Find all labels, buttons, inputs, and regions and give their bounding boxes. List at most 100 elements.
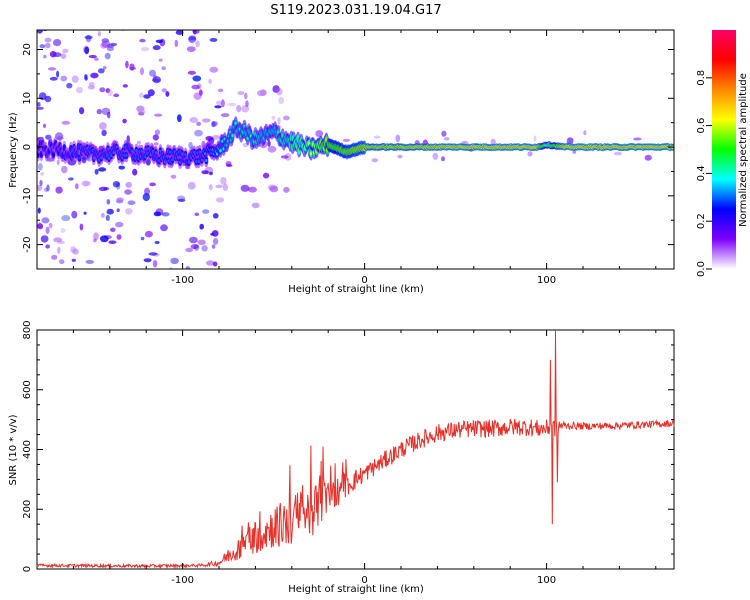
spectrogram-noise-blob xyxy=(211,135,221,140)
spectrogram-ridge-core xyxy=(184,153,187,157)
spectrogram-noise-blob xyxy=(198,89,203,96)
spectrogram-noise-blob xyxy=(227,102,237,107)
spectrogram-ridge-core xyxy=(52,153,55,157)
spectrogram-ridge-core xyxy=(63,146,66,150)
spectrogram-noise-blob xyxy=(237,91,245,96)
spectrogram-noise-blob xyxy=(195,40,200,48)
spectrogram-noise-blob xyxy=(127,200,136,205)
spectrogram-ytick-label: -10 xyxy=(22,188,33,204)
spectrogram-noise-blob xyxy=(57,246,61,254)
snr-ytick-label: 400 xyxy=(22,440,33,459)
spectrogram-noise-blob xyxy=(85,259,95,264)
spectrogram-noise-blob xyxy=(140,67,144,76)
spectrogram-noise-blob xyxy=(208,137,215,144)
spectrogram-noise-blob xyxy=(143,258,152,263)
spectrogram-noise-blob xyxy=(81,180,91,187)
spectrogram-noise-blob xyxy=(153,211,162,217)
spectrogram-noise-blob xyxy=(53,237,63,243)
spectrogram-noise-blob xyxy=(125,181,132,188)
spectrogram-noise-blob xyxy=(124,189,132,195)
spectrogram-noise-blob xyxy=(371,158,379,163)
spectrogram-noise-blob xyxy=(225,164,233,167)
spectrogram-noise-blob xyxy=(37,184,43,192)
spectrogram-noise-blob xyxy=(185,266,191,269)
spectrogram-noise-blob xyxy=(189,236,198,244)
spectrogram-noise-blob xyxy=(190,244,199,250)
spectrogram-noise-blob xyxy=(633,137,642,141)
spectrogram-noise-blob xyxy=(209,66,219,73)
spectrogram-noise-blob xyxy=(283,115,290,121)
spectrogram-noise-blob xyxy=(267,145,277,153)
snr-xtick-label: 0 xyxy=(361,575,367,586)
spectrogram-noise-blob xyxy=(188,35,197,43)
spectrogram-noise-blob xyxy=(194,129,203,137)
spectrogram-noise-blob xyxy=(220,177,227,185)
spectrogram-noise-blob xyxy=(220,99,225,108)
spectrogram-noise-blob xyxy=(84,76,88,81)
spectrogram-noise-blob xyxy=(154,113,163,117)
spectrogram-noise-blob xyxy=(132,168,138,176)
spectrogram-noise-blob xyxy=(277,117,281,125)
spectrogram-noise-blob xyxy=(267,184,277,191)
spectrogram-noise-blob xyxy=(71,75,79,83)
spectrogram-ytick-label: 10 xyxy=(22,92,33,105)
spectrogram-noise-blob xyxy=(47,67,57,71)
spectrogram-noise-blob xyxy=(397,154,403,159)
spectrogram-noise-blob xyxy=(136,140,141,145)
spectrogram-noise-blob xyxy=(283,186,290,193)
spectrogram-ylabel: Frequency (Hz) xyxy=(8,112,19,188)
spectrogram-xtick-label: -100 xyxy=(171,275,194,286)
spectrogram-noise-blob xyxy=(583,130,587,136)
spectrogram-noise-blob xyxy=(201,245,208,252)
spectrogram-noise-blob xyxy=(240,184,250,192)
spectrogram-noise-blob xyxy=(39,44,46,49)
spectrogram-noise-blob xyxy=(107,111,111,119)
spectrogram-noise-blob xyxy=(139,92,144,98)
snr-ylabel: SNR (10 * v/v) xyxy=(8,414,19,485)
spectrogram-noise-blob xyxy=(211,230,219,237)
spectrogram-noise-blob xyxy=(170,174,177,179)
spectrogram-noise-blob xyxy=(125,60,129,69)
spectrogram-noise-blob xyxy=(196,121,202,127)
colorbar-tick-label: 0.0 xyxy=(696,261,707,277)
spectrogram-xlabel: Height of straight line (km) xyxy=(288,284,424,295)
spectrogram-noise-blob xyxy=(192,30,197,35)
spectrogram-noise-blob xyxy=(88,54,97,59)
spectrogram-noise-blob xyxy=(38,163,43,171)
spectrogram-noise-blob xyxy=(527,151,533,157)
snr-xtick-label: 100 xyxy=(537,575,556,586)
spectrogram-noise-blob xyxy=(37,30,44,34)
spectrogram-noise-blob xyxy=(256,90,265,97)
spectrogram-noise-blob xyxy=(187,181,196,190)
colorbar-ticks: 0.0 0.2 0.4 0.6 0.8 xyxy=(696,70,712,277)
spectrogram-noise-blob xyxy=(83,211,87,215)
spectrogram-noise-blob xyxy=(161,212,170,217)
spectrogram-noise-blob xyxy=(60,228,66,233)
spectrogram-noise-blob xyxy=(99,235,109,243)
spectrogram-noise-blob xyxy=(201,118,211,123)
spectrogram-ridge-core xyxy=(309,152,313,156)
spectrogram-noise-blob xyxy=(212,213,219,219)
spectrogram-noise-blob xyxy=(215,23,219,29)
spectrogram-noise-blob xyxy=(441,130,447,137)
snr-ticks: -100 0 100 0 200 400 600 800 xyxy=(22,320,674,586)
spectrogram-noise-blob xyxy=(152,260,158,268)
colorbar-tick-label: 0.8 xyxy=(696,70,707,86)
spectrogram-noise-blob xyxy=(269,185,279,193)
spectrogram-noise-blob xyxy=(175,30,184,35)
snr-xlabel: Height of straight line (km) xyxy=(288,584,424,595)
spectrogram-noise-blob xyxy=(113,93,120,98)
spectrogram-ridge-core xyxy=(234,121,237,125)
spectrogram-noise-blob xyxy=(88,82,95,87)
spectrogram-noise-blob xyxy=(83,23,86,28)
spectrogram-noise-blob xyxy=(144,230,153,238)
spectrogram-noise-blob xyxy=(170,257,179,265)
spectrogram-noise-blob xyxy=(44,37,52,43)
spectrogram-noise-blob xyxy=(220,113,230,118)
spectrogram-noise-blob xyxy=(110,42,118,47)
spectrogram-noise-blob xyxy=(39,179,43,187)
spectrogram-noise-blob xyxy=(161,66,166,71)
spectrogram-noise-blob xyxy=(60,75,68,82)
spectrogram-noise-blob xyxy=(373,135,381,139)
